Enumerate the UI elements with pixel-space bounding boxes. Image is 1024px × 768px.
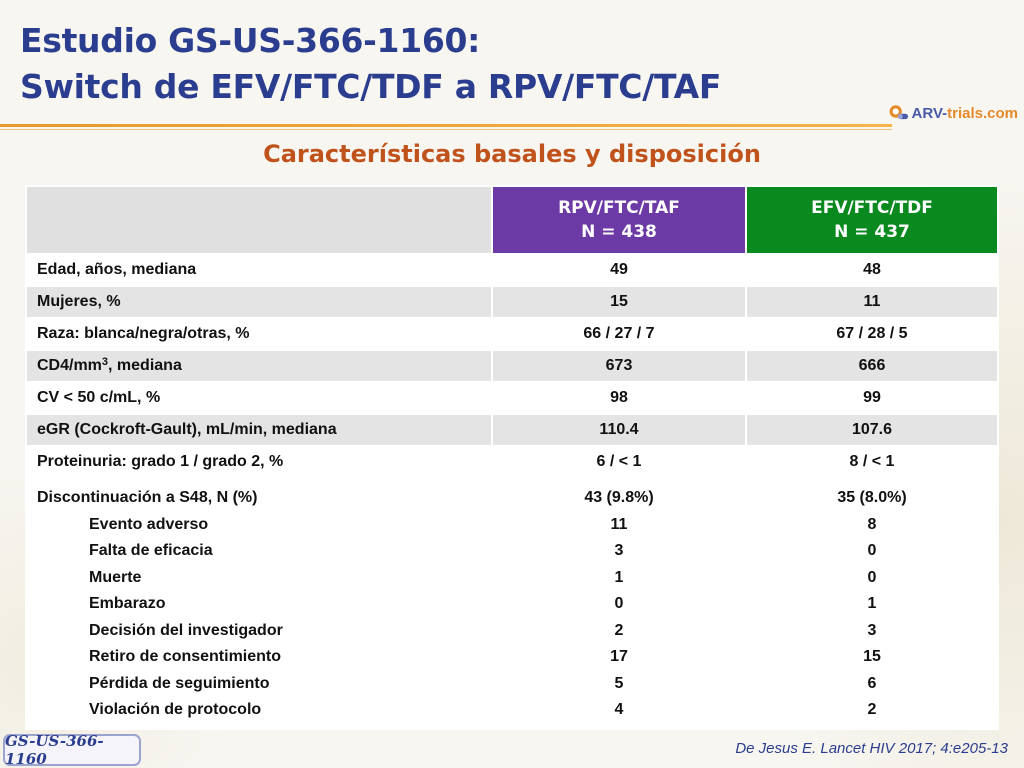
row-label-post: , mediana bbox=[108, 357, 182, 374]
efv-value: 2 bbox=[867, 701, 877, 718]
efv-value: 3 bbox=[867, 621, 877, 639]
efv-value: 0 bbox=[867, 568, 877, 586]
reason-label: Decisión del investigador bbox=[89, 621, 283, 639]
rpv-value: 3 bbox=[614, 542, 624, 559]
row-label: Edad, años, mediana bbox=[25, 253, 493, 287]
table-row: CD4/mm3, mediana 673 666 bbox=[25, 349, 999, 383]
table-row: Proteinuria: grado 1 / grado 2, % 6 / < … bbox=[25, 445, 999, 479]
rpv-value: 0 bbox=[614, 595, 624, 612]
row-label: Raza: blanca/negra/otras, % bbox=[25, 317, 493, 351]
efv-value: 666 bbox=[745, 349, 999, 383]
row-label-superscript: 3 bbox=[101, 356, 109, 368]
efv-value: 99 bbox=[745, 381, 999, 415]
discontinuation-rpv-values: 43 (9.8%) 11 3 1 0 2 17 5 4 bbox=[491, 477, 747, 730]
arv-trials-logo: ARV-trials.com bbox=[888, 98, 1018, 128]
table-row: Edad, años, mediana 49 48 bbox=[25, 253, 999, 287]
logo-text-main: ARV- bbox=[911, 104, 948, 122]
header-rpv-ftc-taf: RPV/FTC/TAF N = 438 bbox=[491, 185, 747, 255]
efv-value: 67 / 28 / 5 bbox=[745, 317, 999, 351]
reason-label: Retiro de consentimiento bbox=[89, 648, 282, 665]
rpv-value: 98 bbox=[491, 381, 747, 415]
table-header-row: RPV/FTC/TAF N = 438 EFV/FTC/TDF N = 437 bbox=[25, 185, 999, 255]
rpv-value: 43 (9.8%) bbox=[584, 489, 654, 506]
reason-label: Evento adverso bbox=[89, 515, 209, 533]
title-underline bbox=[0, 124, 892, 127]
row-label: Mujeres, % bbox=[25, 285, 493, 319]
table-row: Raza: blanca/negra/otras, % 66 / 27 / 7 … bbox=[25, 317, 999, 351]
title-line-2: Switch de EFV/FTC/TDF a RPV/FTC/TAF bbox=[20, 67, 722, 106]
row-label: CD4/mm3, mediana bbox=[25, 349, 493, 383]
rpv-value: 673 bbox=[491, 349, 747, 383]
rpv-value: 4 bbox=[614, 701, 624, 718]
study-badge: GS-US-366-1160 bbox=[3, 732, 141, 768]
header-rpv-arm: RPV/FTC/TAF bbox=[558, 198, 680, 218]
row-label: CV < 50 c/mL, % bbox=[25, 381, 493, 415]
discontinuation-label: Discontinuación a S48, N (%) bbox=[37, 489, 258, 506]
table-row: eGR (Cockroft-Gault), mL/min, mediana 11… bbox=[25, 413, 999, 447]
rpv-value: 110.4 bbox=[491, 413, 747, 447]
rpv-value: 49 bbox=[491, 253, 747, 287]
discontinuation-efv-values: 35 (8.0%) 8 0 0 1 3 15 6 2 bbox=[745, 477, 999, 730]
row-label: Proteinuria: grado 1 / grado 2, % bbox=[25, 445, 493, 479]
capsule-logo-icon bbox=[889, 105, 909, 120]
header-efv-n: N = 437 bbox=[834, 222, 910, 242]
header-efv-arm: EFV/FTC/TDF bbox=[811, 198, 933, 218]
baseline-characteristics-table: RPV/FTC/TAF N = 438 EFV/FTC/TDF N = 437 … bbox=[25, 185, 999, 730]
reason-label: Muerte bbox=[89, 568, 142, 586]
slide-subtitle: Características basales y disposición bbox=[263, 140, 761, 168]
discontinuation-row: Discontinuación a S48, N (%) Evento adve… bbox=[25, 477, 999, 730]
logo-text-accent: trials bbox=[947, 104, 983, 122]
efv-value: 35 (8.0%) bbox=[837, 489, 907, 506]
header-efv-ftc-tdf: EFV/FTC/TDF N = 437 bbox=[745, 185, 999, 255]
discontinuation-labels: Discontinuación a S48, N (%) Evento adve… bbox=[25, 477, 493, 730]
reason-label: Falta de eficacia bbox=[89, 542, 213, 559]
citation: De Jesus E. Lancet HIV 2017; 4:e205-13 bbox=[735, 740, 1008, 757]
header-rpv-n: N = 438 bbox=[581, 222, 657, 242]
efv-value: 0 bbox=[867, 542, 877, 559]
page-title: Estudio GS-US-366-1160: Switch de EFV/FT… bbox=[20, 18, 721, 110]
header-corner-cell bbox=[25, 185, 493, 255]
title-underline-thin bbox=[0, 129, 892, 130]
rpv-value: 11 bbox=[610, 515, 628, 533]
table-row: CV < 50 c/mL, % 98 99 bbox=[25, 381, 999, 415]
rpv-value: 2 bbox=[614, 621, 624, 639]
row-label: eGR (Cockroft-Gault), mL/min, mediana bbox=[25, 413, 493, 447]
rpv-value: 6 / < 1 bbox=[491, 445, 747, 479]
rpv-value: 17 bbox=[610, 648, 628, 665]
logo-text: ARV-trials.com bbox=[912, 105, 1018, 122]
table-row: Mujeres, % 15 11 bbox=[25, 285, 999, 319]
title-line-1: Estudio GS-US-366-1160: bbox=[20, 21, 481, 60]
reason-label: Embarazo bbox=[89, 595, 166, 612]
efv-value: 1 bbox=[867, 595, 877, 612]
efv-value: 6 bbox=[867, 674, 877, 692]
efv-value: 107.6 bbox=[745, 413, 999, 447]
rpv-value: 66 / 27 / 7 bbox=[491, 317, 747, 351]
efv-value: 8 bbox=[867, 515, 877, 533]
efv-value: 8 / < 1 bbox=[745, 445, 999, 479]
logo-text-end: .com bbox=[982, 104, 1018, 122]
rpv-value: 15 bbox=[491, 285, 747, 319]
rpv-value: 1 bbox=[614, 568, 624, 586]
rpv-value: 5 bbox=[614, 674, 624, 692]
reason-label: Pérdida de seguimiento bbox=[89, 674, 270, 692]
row-label-pre: CD4/mm bbox=[37, 357, 102, 374]
efv-value: 15 bbox=[863, 648, 881, 665]
reason-label: Violación de protocolo bbox=[89, 701, 262, 718]
efv-value: 48 bbox=[745, 253, 999, 287]
efv-value: 11 bbox=[745, 285, 999, 319]
